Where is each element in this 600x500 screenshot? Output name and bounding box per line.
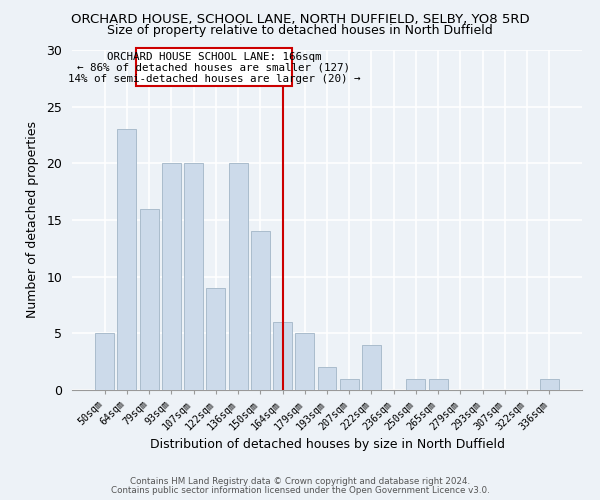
Bar [206, 288, 225, 390]
Bar [95, 334, 114, 390]
Text: Contains public sector information licensed under the Open Government Licence v3: Contains public sector information licen… [110, 486, 490, 495]
Text: Contains HM Land Registry data © Crown copyright and database right 2024.: Contains HM Land Registry data © Crown c… [130, 477, 470, 486]
Bar [362, 344, 381, 390]
Bar [184, 164, 203, 390]
Bar [162, 164, 181, 390]
Y-axis label: Number of detached properties: Number of detached properties [26, 122, 40, 318]
Text: ← 86% of detached houses are smaller (127): ← 86% of detached houses are smaller (12… [77, 62, 350, 72]
FancyBboxPatch shape [136, 48, 292, 86]
Bar [406, 378, 425, 390]
Text: ORCHARD HOUSE SCHOOL LANE: 166sqm: ORCHARD HOUSE SCHOOL LANE: 166sqm [107, 52, 321, 62]
Bar [340, 378, 359, 390]
Bar [317, 368, 337, 390]
Bar [140, 208, 158, 390]
Bar [118, 130, 136, 390]
Bar [229, 164, 248, 390]
Text: Size of property relative to detached houses in North Duffield: Size of property relative to detached ho… [107, 24, 493, 37]
Bar [540, 378, 559, 390]
Bar [273, 322, 292, 390]
Text: 14% of semi-detached houses are larger (20) →: 14% of semi-detached houses are larger (… [68, 74, 360, 84]
Bar [251, 232, 270, 390]
Bar [429, 378, 448, 390]
X-axis label: Distribution of detached houses by size in North Duffield: Distribution of detached houses by size … [149, 438, 505, 452]
Bar [295, 334, 314, 390]
Text: ORCHARD HOUSE, SCHOOL LANE, NORTH DUFFIELD, SELBY, YO8 5RD: ORCHARD HOUSE, SCHOOL LANE, NORTH DUFFIE… [71, 12, 529, 26]
